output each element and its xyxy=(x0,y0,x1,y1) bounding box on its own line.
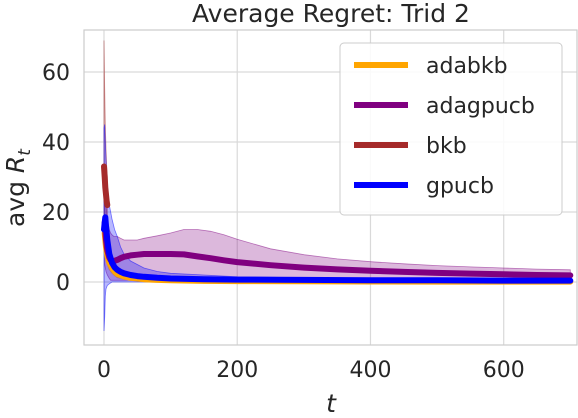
y-axis-label-symbol: R xyxy=(1,156,30,173)
legend-label-gpucb: gpucb xyxy=(426,174,494,199)
y-tick-label: 60 xyxy=(42,61,70,86)
legend-label-adagpucb: adagpucb xyxy=(426,94,535,119)
x-tick-label: 400 xyxy=(349,358,391,383)
y-axis-label: avg Rt xyxy=(1,148,35,227)
x-tick-labels: 0 200 400 600 xyxy=(97,358,525,383)
legend-box xyxy=(339,42,563,216)
y-tick-label: 20 xyxy=(42,201,70,226)
plot-frame xyxy=(83,29,578,346)
legend-label-bkb: bkb xyxy=(426,134,467,159)
x-tick-label: 600 xyxy=(483,358,525,383)
x-axis-label: t xyxy=(326,389,337,418)
x-tick-label: 0 xyxy=(97,358,111,383)
line-gpucb xyxy=(101,214,574,284)
y-tick-label: 40 xyxy=(42,131,70,156)
y-axis-label-prefix: avg xyxy=(1,173,30,227)
series-lines xyxy=(101,163,574,285)
y-axis-label-subscript: t xyxy=(15,148,35,156)
legend: adabkb adagpucb bkb gpucb xyxy=(339,42,563,216)
line-bkb xyxy=(101,163,111,208)
legend-label-adabkb: adabkb xyxy=(426,54,508,79)
y-tick-label: 0 xyxy=(56,271,70,296)
chart-title: Average Regret: Trid 2 xyxy=(192,0,470,28)
y-tick-labels: 0 20 40 60 xyxy=(42,61,70,296)
x-tick-label: 200 xyxy=(216,358,258,383)
